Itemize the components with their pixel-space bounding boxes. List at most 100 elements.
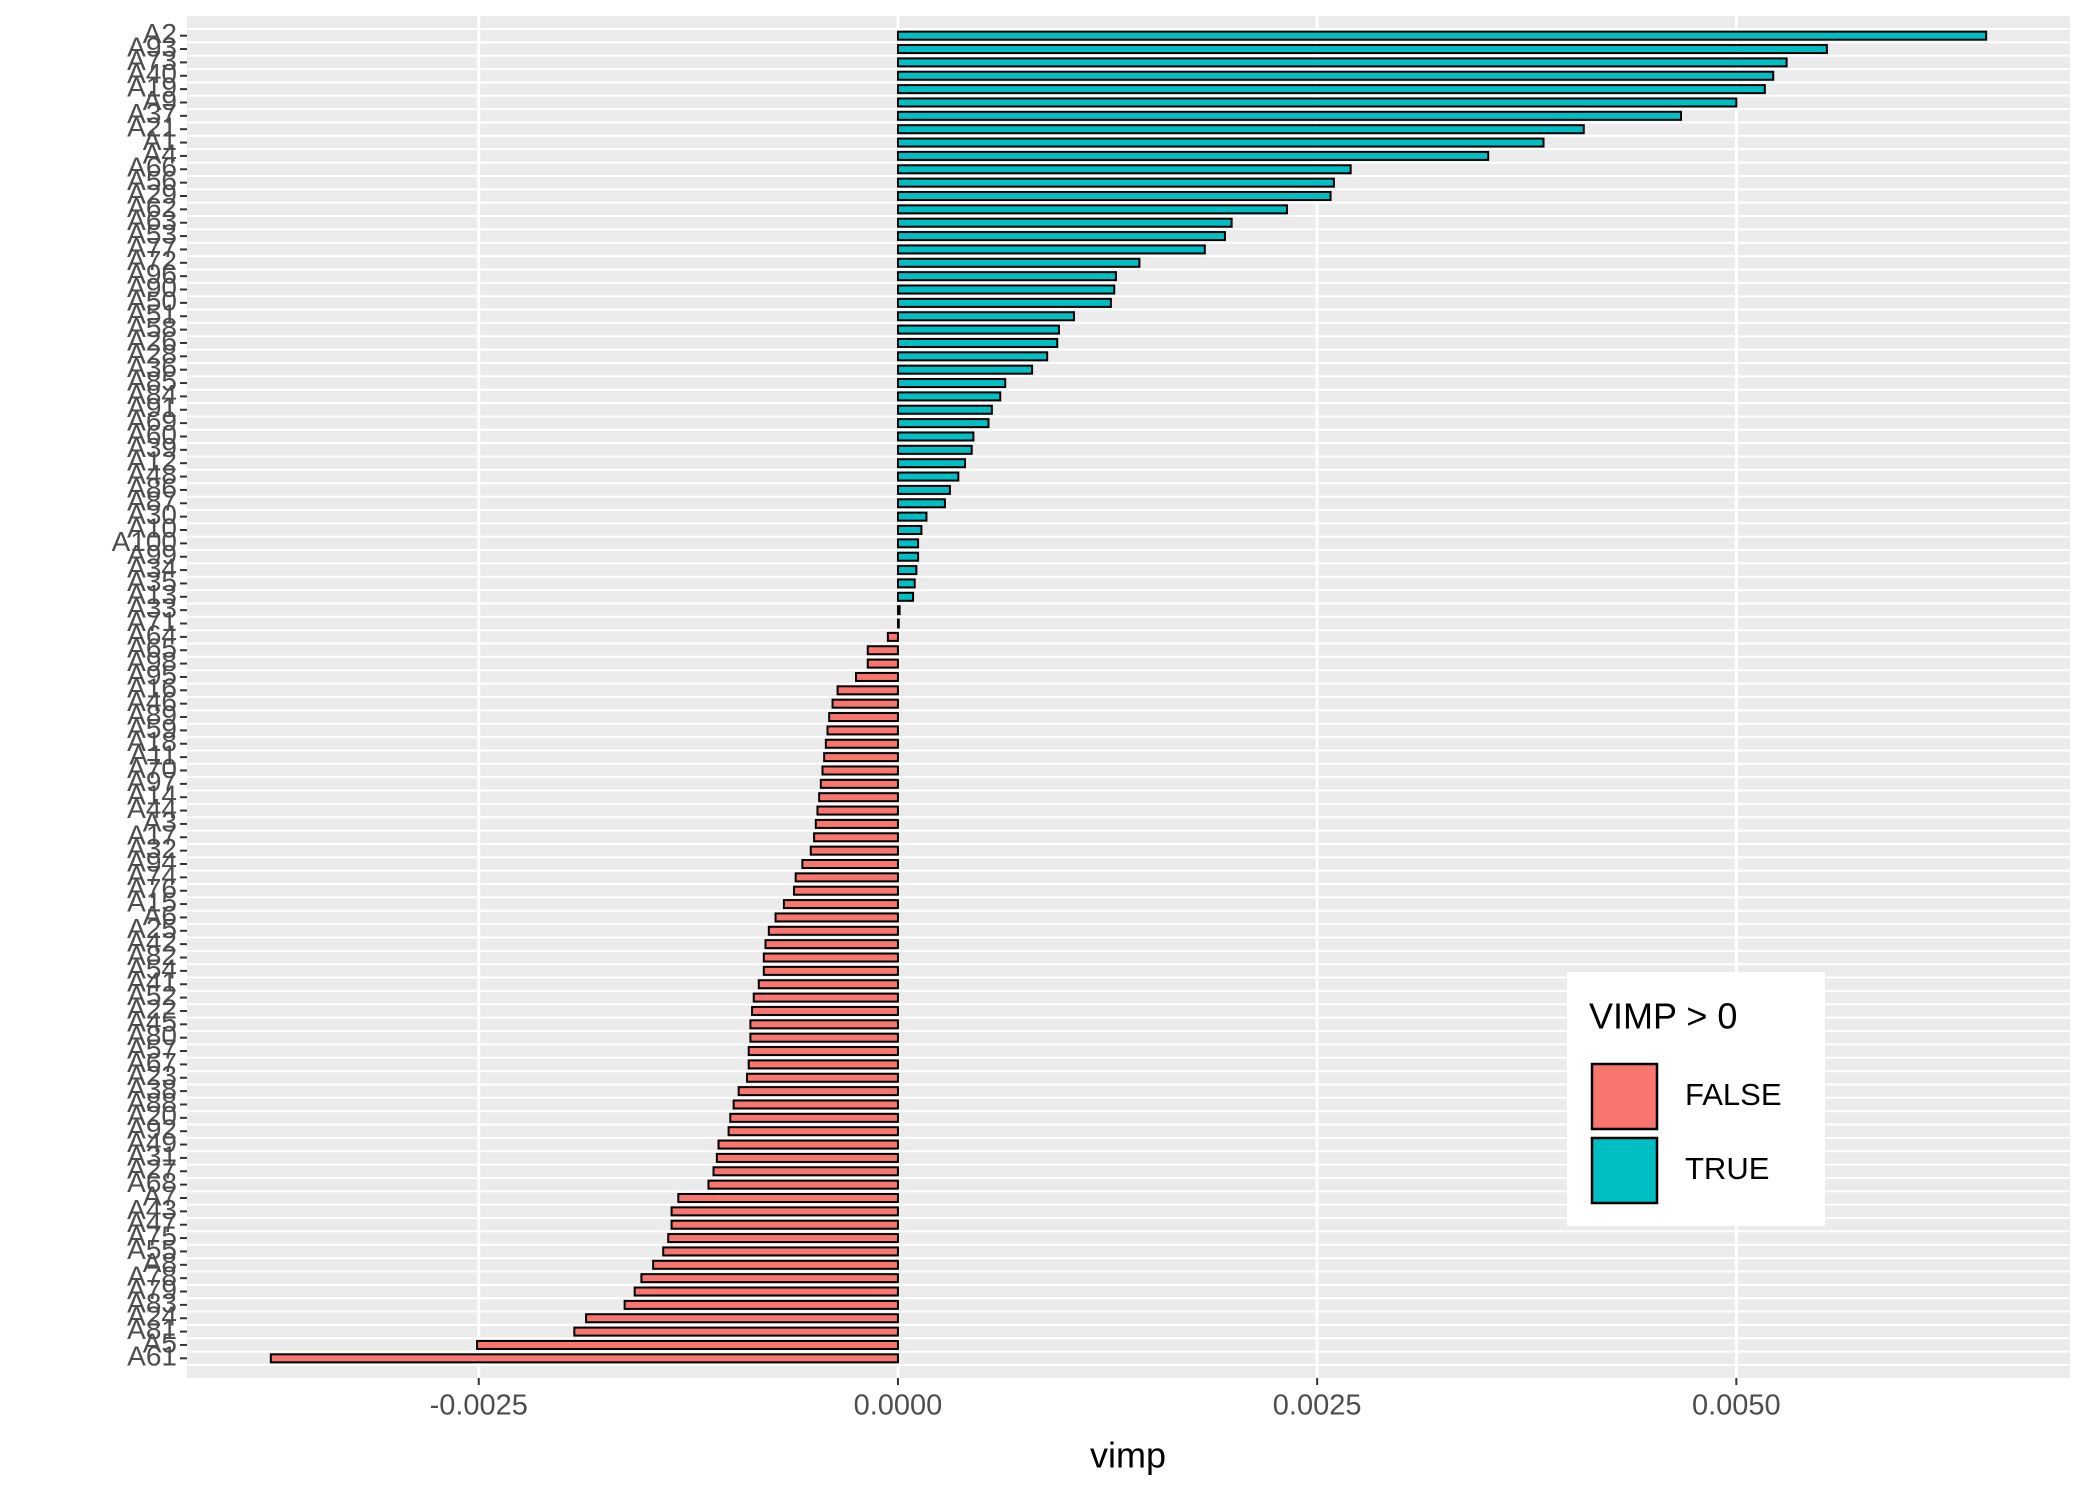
bar xyxy=(896,578,916,589)
bar xyxy=(896,404,993,415)
bar xyxy=(818,792,899,803)
y-tick-label: A60 xyxy=(127,419,177,450)
y-tick-label: A1 xyxy=(143,125,177,156)
y-tick-label: A15 xyxy=(127,886,177,917)
bar xyxy=(896,297,1112,308)
bar xyxy=(896,458,967,469)
bar xyxy=(896,57,1788,68)
bar xyxy=(573,1326,899,1337)
y-tick-label: A17 xyxy=(127,820,177,851)
bar xyxy=(792,885,899,896)
y-tick-label: A97 xyxy=(127,766,177,797)
y-tick-label: A31 xyxy=(127,1140,177,1171)
bar xyxy=(896,84,1766,95)
y-tick-label: A90 xyxy=(127,272,177,303)
bar xyxy=(866,645,899,656)
bar xyxy=(670,1219,899,1230)
y-tick-label: A10 xyxy=(127,512,177,543)
legend-key xyxy=(1590,1136,1659,1205)
y-tick-label: A24 xyxy=(127,1301,177,1332)
bar xyxy=(896,565,918,576)
y-tick-label: A92 xyxy=(127,1114,177,1145)
x-tick-label: 0.0050 xyxy=(1692,1390,1781,1422)
bar xyxy=(801,859,899,869)
y-tick-label: A36 xyxy=(127,352,177,383)
y-tick-label: A26 xyxy=(127,325,177,356)
bar xyxy=(717,1139,899,1150)
y-tick-label: A33 xyxy=(127,593,177,624)
bar xyxy=(896,70,1775,81)
bar xyxy=(757,979,899,990)
bar xyxy=(746,1072,899,1083)
y-tick-label: A22 xyxy=(127,993,177,1024)
bar xyxy=(712,1166,899,1177)
y-tick-label: A43 xyxy=(127,1194,177,1225)
y-tick-label: A7 xyxy=(143,1180,177,1211)
bar xyxy=(670,1206,899,1217)
y-tick-label: A61 xyxy=(127,1341,177,1372)
y-tick-label: A23 xyxy=(127,1060,177,1091)
y-tick-label: A85 xyxy=(127,365,177,396)
bar xyxy=(836,685,899,696)
bar xyxy=(826,725,899,736)
bar xyxy=(747,1059,899,1070)
y-tick-label: A75 xyxy=(127,1220,177,1251)
y-tick-label: A32 xyxy=(127,833,177,864)
bar xyxy=(269,1353,899,1364)
y-tick-label: A9 xyxy=(143,85,177,116)
y-tick-label: A68 xyxy=(127,1167,177,1198)
bar xyxy=(896,378,1007,389)
y-tick-label: A44 xyxy=(127,793,177,824)
y-tick-label: A91 xyxy=(127,392,177,423)
bar xyxy=(896,431,975,442)
y-tick-label: A94 xyxy=(127,846,177,877)
bar xyxy=(831,698,899,709)
bar xyxy=(667,1233,899,1244)
y-tick-label: A96 xyxy=(127,259,177,290)
y-tick-label: A88 xyxy=(127,1087,177,1118)
bar xyxy=(623,1299,899,1310)
y-tick-label: A65 xyxy=(127,633,177,664)
y-tick-label: A4 xyxy=(143,138,177,169)
y-tick-label: A45 xyxy=(127,1007,177,1038)
bar xyxy=(727,1126,899,1137)
y-tick-label: A48 xyxy=(127,459,177,490)
bar xyxy=(896,605,901,616)
bar xyxy=(896,525,923,535)
y-tick-label: A67 xyxy=(127,1047,177,1078)
y-tick-label: A35 xyxy=(127,566,177,597)
y-tick-label: A6 xyxy=(143,900,177,931)
bar xyxy=(896,97,1738,108)
bar xyxy=(821,765,899,776)
bar xyxy=(819,778,899,789)
y-tick-label: A82 xyxy=(127,940,177,971)
y-tick-label: A83 xyxy=(127,1287,177,1318)
bar xyxy=(662,1246,899,1257)
bar xyxy=(767,925,899,936)
bar xyxy=(896,191,1332,201)
bar xyxy=(896,271,1117,282)
bar xyxy=(896,444,973,455)
y-tick-label: A73 xyxy=(127,45,177,76)
bar xyxy=(896,150,1490,161)
bar xyxy=(715,1152,899,1163)
y-tick-label: A81 xyxy=(127,1314,177,1345)
y-tick-label: A76 xyxy=(127,873,177,904)
bar xyxy=(896,311,1076,322)
bar xyxy=(640,1273,899,1284)
y-tick-label: A38 xyxy=(127,1074,177,1105)
bar xyxy=(813,832,899,843)
y-tick-label: A34 xyxy=(127,552,177,583)
bar xyxy=(747,1046,899,1057)
y-tick-label: A18 xyxy=(127,726,177,757)
bar xyxy=(896,110,1682,121)
bar xyxy=(866,658,899,669)
bar xyxy=(896,484,951,495)
bar xyxy=(896,177,1335,188)
y-tick-label: A50 xyxy=(127,285,177,316)
bar xyxy=(886,631,899,642)
y-tick-label: A80 xyxy=(127,1020,177,1051)
y-tick-label: A55 xyxy=(127,1234,177,1265)
y-tick-label: A47 xyxy=(127,1207,177,1238)
bar xyxy=(824,738,899,749)
